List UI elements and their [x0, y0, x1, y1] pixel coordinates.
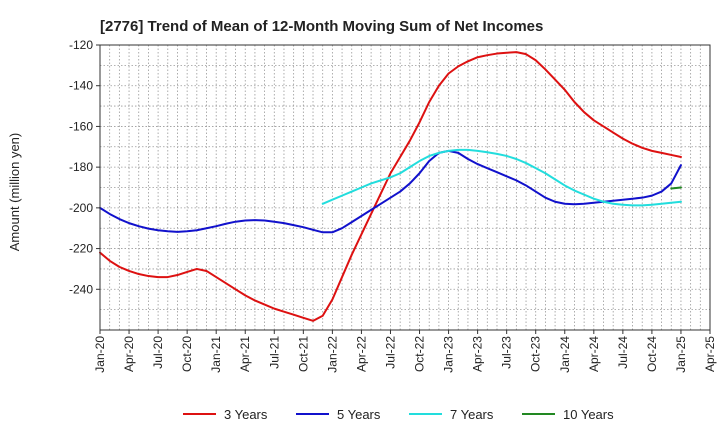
- x-tick-label: Apr-24: [587, 336, 601, 372]
- x-tick-label: Jul-20: [151, 336, 165, 369]
- x-tick-label: Jan-25: [674, 336, 688, 373]
- x-tick-label: Jul-22: [383, 336, 397, 369]
- x-tick-label: Apr-22: [354, 336, 368, 372]
- x-tick-label: Apr-25: [703, 336, 717, 372]
- legend-label: 10 Years: [563, 407, 614, 422]
- series-line-10-years: [670, 186, 682, 190]
- legend-label: 5 Years: [337, 407, 381, 422]
- axis-ticks: -120 -140 -160 -180 -200 -220 -240 Jan-20 Apr-20…: [69, 38, 717, 373]
- x-tick-label: Jul-21: [267, 336, 281, 369]
- x-tick-label: Jan-24: [558, 336, 572, 373]
- series-line-3-years: [99, 51, 682, 322]
- x-tick-label: Apr-21: [238, 336, 252, 372]
- x-tick-label: Jan-23: [442, 336, 456, 373]
- x-tick-label: Jul-24: [616, 336, 630, 369]
- y-tick-label: -220: [69, 242, 93, 256]
- x-tick-label: Apr-20: [122, 336, 136, 372]
- y-tick-label: -200: [69, 201, 93, 215]
- x-tick-label: Jul-23: [500, 336, 514, 369]
- x-tick-label: Jan-22: [325, 336, 339, 373]
- x-tick-label: Oct-22: [413, 336, 427, 372]
- chart-title: [2776] Trend of Mean of 12-Month Moving …: [100, 18, 543, 35]
- series-line-7-years: [321, 148, 682, 207]
- x-tick-label: Oct-20: [180, 336, 194, 372]
- plot-series: [99, 51, 682, 322]
- x-tick-label: Oct-21: [296, 336, 310, 372]
- legend-label: 7 Years: [450, 407, 494, 422]
- x-tick-label: Jan-20: [93, 336, 107, 373]
- x-tick-label: Jan-21: [209, 336, 223, 373]
- y-tick-label: -140: [69, 79, 93, 93]
- y-axis-label: Amount (million yen): [7, 133, 22, 252]
- x-tick-label: Apr-23: [471, 336, 485, 372]
- y-tick-label: -160: [69, 119, 93, 133]
- legend: 3 Years 5 Years 7 Years 10 Years: [183, 407, 614, 422]
- plot-frame: [99, 44, 711, 331]
- x-tick-label: Oct-24: [645, 336, 659, 372]
- x-tick-label: Oct-23: [529, 336, 543, 372]
- legend-label: 3 Years: [224, 407, 268, 422]
- y-tick-label: -240: [69, 282, 93, 296]
- y-tick-label: -180: [69, 160, 93, 174]
- y-tick-label: -120: [69, 38, 93, 52]
- series-line-5-years: [99, 149, 682, 234]
